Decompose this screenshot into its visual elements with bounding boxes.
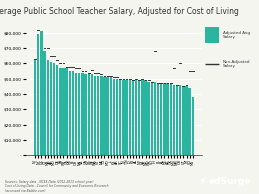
Bar: [173, 85, 175, 155]
Bar: [43, 51, 46, 155]
Bar: [47, 60, 49, 155]
Text: Sources: Salary data - NCES Data (2012-2013 school year)
Cost of Living Data - C: Sources: Salary data - NCES Data (2012-2…: [5, 180, 109, 193]
Bar: [37, 34, 39, 155]
Bar: [113, 79, 115, 155]
Bar: [100, 76, 103, 155]
Bar: [135, 80, 137, 155]
Bar: [160, 83, 162, 155]
Bar: [106, 77, 109, 155]
Bar: [163, 83, 166, 155]
Bar: [122, 80, 125, 155]
Bar: [170, 83, 172, 155]
Bar: [185, 86, 188, 155]
Bar: [151, 82, 153, 155]
Bar: [182, 86, 185, 155]
Bar: [138, 80, 140, 155]
Bar: [179, 85, 181, 155]
Bar: [59, 68, 61, 155]
Bar: [167, 83, 169, 155]
Bar: [147, 82, 150, 155]
Bar: [141, 80, 143, 155]
Bar: [157, 83, 159, 155]
Bar: [110, 77, 112, 155]
Bar: [69, 71, 71, 155]
Bar: [94, 76, 96, 155]
Bar: [192, 97, 194, 155]
Bar: [97, 76, 99, 155]
Bar: [40, 31, 42, 155]
Bar: [56, 65, 58, 155]
Text: Adjusted Avg
Salary: Adjusted Avg Salary: [223, 31, 250, 39]
Bar: [34, 59, 36, 155]
Bar: [144, 80, 147, 155]
Text: Non-Adjusted
Salary: Non-Adjusted Salary: [223, 60, 250, 68]
Bar: [81, 73, 84, 155]
Bar: [75, 73, 77, 155]
Bar: [78, 73, 81, 155]
Bar: [62, 68, 65, 155]
Bar: [125, 80, 128, 155]
Bar: [154, 82, 156, 155]
Bar: [116, 79, 118, 155]
Bar: [176, 85, 178, 155]
Bar: [53, 63, 55, 155]
Bar: [189, 88, 191, 155]
Bar: [84, 74, 87, 155]
Bar: [88, 74, 90, 155]
Text: edSurge: edSurge: [209, 177, 251, 186]
Bar: [119, 79, 121, 155]
Bar: [132, 80, 134, 155]
Text: Average Public School Teacher Salary, Adjusted for Cost of Living: Average Public School Teacher Salary, Ad…: [0, 7, 238, 16]
Bar: [91, 74, 93, 155]
Bar: [103, 77, 106, 155]
Text: ⚡: ⚡: [198, 177, 206, 187]
Bar: [66, 68, 68, 155]
Bar: [128, 80, 131, 155]
Bar: [72, 71, 74, 155]
Bar: [50, 62, 52, 155]
